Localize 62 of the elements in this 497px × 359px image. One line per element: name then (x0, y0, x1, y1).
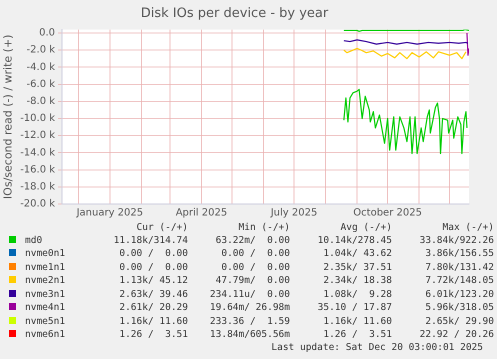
text: 10.14k/278.45 (316, 234, 392, 247)
text: 3.86k/156.55 (424, 247, 494, 260)
text: 0.00 / 0.00 (118, 260, 188, 274)
y-tick-label: -12.0 k (20, 130, 56, 142)
text: 1.13k/ 45.12 (118, 274, 188, 288)
chart-title: Disk IOs per device - by year (140, 6, 329, 22)
text: Min (-/+) (238, 222, 290, 234)
legend-label: md0 (24, 234, 44, 247)
text: 5.96k/318.05 (424, 301, 494, 314)
text: 1.16k/ 11.60 (322, 314, 392, 328)
x-tick-label: July 2025 (270, 208, 318, 219)
text: 1.04k/ 43.62 (322, 247, 392, 260)
y-tick-label: -16.0 k (20, 164, 56, 176)
text: 2.34k/ 18.38 (322, 274, 392, 288)
y-tick-label: -20.0 k (20, 198, 56, 210)
text: 234.11u/ 0.00 (208, 288, 290, 301)
legend-label: nvme6n1 (24, 328, 66, 342)
text: 1.08k/ 9.28 (322, 288, 392, 301)
text: 13.84m/605.56m (208, 328, 290, 342)
text: 7.80k/131.42 (424, 260, 494, 274)
legend-label: nvme0n1 (24, 247, 66, 260)
x-tick-label: January 2025 (76, 208, 144, 219)
y-tick-label: -14.0 k (20, 147, 56, 158)
text: 1.16k/ 11.60 (118, 314, 188, 328)
x-tick-label: October 2025 (353, 208, 422, 219)
y-tick-label: -10.0 k (20, 113, 56, 124)
text: 2.63k/ 39.46 (118, 288, 188, 301)
legend-label: nvme2n1 (24, 274, 66, 288)
text: 0.00 / 0.00 (220, 260, 290, 274)
text: 35.10 / 17.87 (316, 301, 392, 314)
text: 2.65k/ 29.90 (424, 314, 494, 328)
text: 47.79m/ 0.00 (214, 274, 290, 288)
text: 2.35k/ 37.51 (322, 260, 392, 274)
text: 22.92 / 20.26 (418, 328, 494, 342)
y-tick-label: -4.0 k (26, 62, 56, 73)
y-tick-label: -6.0 k (26, 78, 56, 90)
legend-label: nvme4n1 (24, 301, 66, 314)
legend-label: nvme1n1 (24, 260, 66, 274)
legend-label: nvme3n1 (24, 288, 66, 301)
text: 233.36 / 1.59 (208, 314, 290, 328)
text: Cur (-/+) (136, 222, 188, 234)
legend-label: nvme5n1 (24, 314, 66, 328)
text: 1.26 / 3.51 (322, 328, 392, 342)
x-tick-label: April 2025 (176, 208, 228, 219)
text: Max (-/+) (442, 222, 494, 234)
text: 6.01k/123.20 (424, 288, 494, 301)
text: 19.64m/ 26.98m (208, 301, 290, 314)
text: Avg (-/+) (340, 222, 392, 234)
text: 7.72k/148.05 (424, 274, 494, 288)
y-axis-title: IOs/second read (-) / write (+) (1, 34, 14, 200)
text: 11.18k/314.74 (112, 234, 188, 247)
text: Last update: Sat Dec 20 03:00:01 2025 (270, 342, 484, 352)
text: 0.00 / 0.00 (118, 247, 188, 260)
y-tick-label: -8.0 k (26, 96, 56, 108)
text: 2.61k/ 20.29 (118, 301, 188, 314)
y-tick-label: -2.0 k (26, 44, 56, 56)
text: 33.84k/922.26 (418, 234, 494, 247)
y-tick-label: 0.0 (39, 28, 56, 39)
text: 63.22m/ 0.00 (214, 234, 290, 247)
text: 0.00 / 0.00 (220, 247, 290, 260)
y-tick-label: -18.0 k (20, 181, 56, 192)
text: 1.26 / 3.51 (118, 328, 188, 342)
